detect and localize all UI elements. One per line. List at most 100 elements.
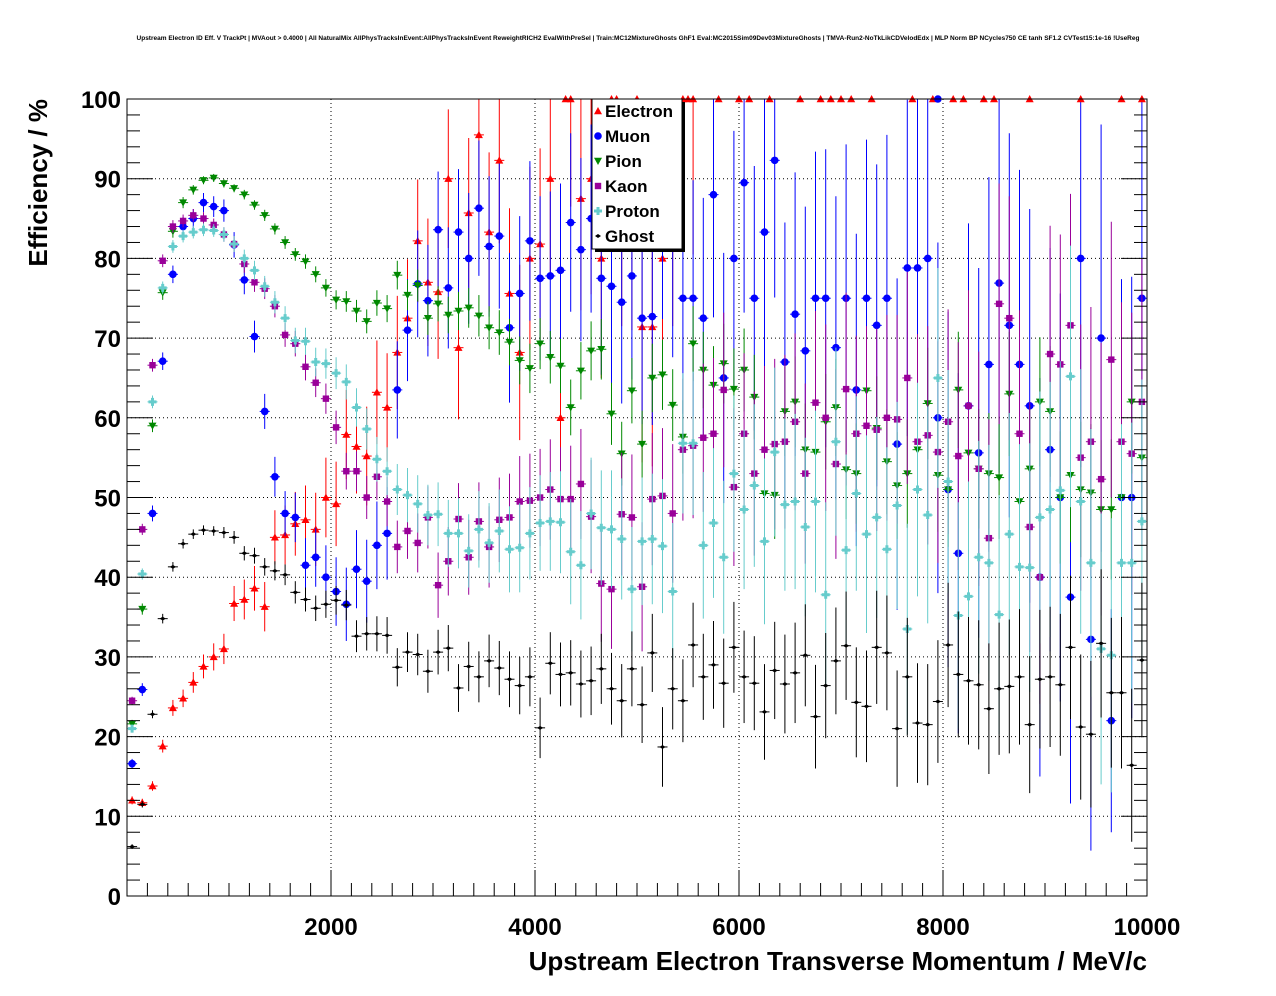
data-point <box>281 239 290 247</box>
data-point <box>454 228 463 236</box>
legend-marker-ghost <box>595 234 601 238</box>
data-point <box>209 174 218 182</box>
data-point <box>668 401 677 410</box>
data-point <box>679 294 687 303</box>
data-point <box>270 298 279 307</box>
data-point <box>760 537 769 546</box>
data-point <box>352 565 361 574</box>
data-point <box>668 587 677 596</box>
data-point <box>373 631 380 636</box>
data-point <box>903 264 912 272</box>
data-point <box>1006 314 1013 322</box>
data-point <box>1097 334 1105 342</box>
data-point <box>873 645 880 650</box>
data-point <box>689 340 698 348</box>
data-point <box>740 505 749 514</box>
data-point <box>352 403 361 412</box>
data-point <box>536 340 545 348</box>
data-point <box>934 699 941 704</box>
data-point <box>199 225 208 234</box>
data-point <box>709 519 718 528</box>
data-point <box>1086 558 1095 567</box>
data-point <box>271 472 279 481</box>
data-point <box>1046 350 1054 358</box>
data-point <box>393 386 402 394</box>
data-point <box>179 232 188 241</box>
data-point <box>557 672 564 677</box>
data-point <box>282 572 289 577</box>
data-point <box>843 643 850 648</box>
data-point <box>200 528 207 533</box>
data-point <box>862 294 871 303</box>
data-point <box>270 225 279 233</box>
data-point <box>158 742 167 750</box>
data-point <box>750 294 759 303</box>
data-point <box>332 296 341 304</box>
data-point <box>556 518 565 527</box>
data-point <box>444 529 453 538</box>
data-point <box>291 251 300 259</box>
data-point <box>414 539 421 547</box>
data-point <box>576 367 585 375</box>
data-point <box>271 568 278 573</box>
data-point <box>199 198 208 207</box>
data-point <box>924 722 931 727</box>
legend-label-proton: Proton <box>605 202 660 221</box>
data-point <box>883 294 891 303</box>
data-point <box>434 581 442 589</box>
data-point <box>985 706 992 711</box>
data-point <box>556 362 565 370</box>
data-point <box>474 312 483 320</box>
data-point <box>699 541 708 550</box>
data-point <box>321 284 330 292</box>
data-point <box>149 712 156 717</box>
data-point <box>872 513 881 522</box>
data-point <box>505 338 514 347</box>
data-point <box>515 357 524 365</box>
data-point <box>413 499 422 508</box>
data-point <box>567 670 574 675</box>
data-point <box>659 744 666 749</box>
data-point <box>821 294 830 303</box>
data-point <box>251 279 258 286</box>
data-point <box>618 698 625 703</box>
data-point <box>1097 475 1105 483</box>
data-point <box>475 674 482 679</box>
data-point <box>138 685 147 694</box>
legend-box <box>591 98 683 250</box>
y-tick-label: 60 <box>94 406 121 433</box>
data-point <box>729 469 738 478</box>
data-point <box>617 298 626 307</box>
data-point <box>179 217 187 225</box>
data-point <box>475 204 483 212</box>
data-point <box>781 681 788 686</box>
data-point <box>169 270 177 279</box>
data-point <box>128 759 136 768</box>
data-point <box>485 324 494 332</box>
data-point <box>709 190 718 199</box>
data-point <box>1087 732 1094 737</box>
data-point <box>546 517 555 526</box>
data-point <box>413 282 422 290</box>
data-point <box>139 802 146 807</box>
data-point <box>383 467 392 476</box>
data-point <box>496 666 503 671</box>
data-point <box>383 529 391 538</box>
data-point <box>220 206 228 215</box>
data-point <box>454 343 463 351</box>
data-point <box>546 354 555 362</box>
y-tick-label: 50 <box>94 486 121 513</box>
data-point <box>129 844 136 849</box>
data-point <box>627 585 636 594</box>
data-point <box>190 532 197 537</box>
data-point <box>770 448 779 457</box>
data-point <box>515 289 524 298</box>
data-point <box>894 726 901 731</box>
data-point <box>199 177 208 185</box>
data-point <box>128 720 137 728</box>
legend-marker-proton <box>594 207 602 215</box>
data-point <box>1076 497 1085 506</box>
data-point <box>190 212 197 219</box>
data-point <box>1057 682 1064 687</box>
data-point <box>1035 513 1044 522</box>
